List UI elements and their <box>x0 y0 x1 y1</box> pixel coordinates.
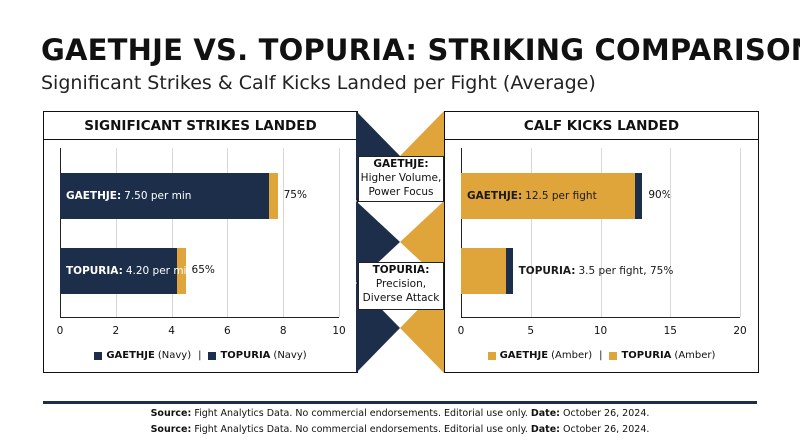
value-text: 12.5 per fight <box>525 190 597 202</box>
bar-gaethje-navy <box>635 173 643 219</box>
gridline <box>227 148 229 317</box>
bar-label-gaethje: GAETHJE: 12.5 per fight <box>467 173 597 219</box>
fighter-name: GAETHJE: <box>467 190 523 202</box>
gridline <box>339 148 340 317</box>
bar-topuria-navy <box>505 248 513 294</box>
legend-note: (Navy) <box>273 350 307 361</box>
x-axis-line <box>461 317 740 318</box>
legend-label: TOPURIA <box>220 350 271 361</box>
legend-swatch-navy <box>94 351 103 360</box>
note-line: Precision, <box>375 278 427 290</box>
x-tick-label: 8 <box>279 325 287 337</box>
gridline <box>600 148 602 317</box>
source-line: Source: Fight Analytics Data. No commerc… <box>0 408 800 419</box>
x-tick-label: 0 <box>457 325 465 337</box>
bar-topuria-amber <box>177 248 186 294</box>
footer-rule <box>43 401 757 404</box>
bar-topuria-amber <box>461 248 506 294</box>
significant-strikes-panel: SIGNIFICANT STRIKES LANDED GAETHJE: 7.50… <box>43 111 358 373</box>
gridline <box>670 148 672 317</box>
fighter-name: GAETHJE: <box>66 190 122 202</box>
date-label: Date: <box>530 408 560 419</box>
x-tick-label: 15 <box>663 325 677 337</box>
date-text: October 26, 2024. <box>563 424 650 435</box>
bar-gaethje-navy <box>60 173 270 219</box>
legend: GAETHJE (Amber) | TOPURIA (Amber) <box>445 350 758 361</box>
gridline <box>171 148 173 317</box>
note-line: Diverse Attack <box>362 292 440 304</box>
chart-title: GAETHJE VS. TOPURIA: STRIKING COMPARISON <box>41 33 800 67</box>
bar-label-gaethje: GAETHJE: 7.50 per min <box>66 173 191 219</box>
note-line: Higher Volume, <box>360 172 442 184</box>
y-axis-line <box>60 148 61 317</box>
source-text: Fight Analytics Data. No commercial endo… <box>194 408 528 419</box>
legend-separator: | <box>198 350 202 361</box>
center-diamond-graphic <box>356 111 444 373</box>
topuria-style-note: TOPURIA: Precision, Diverse Attack <box>358 262 444 310</box>
x-tick-label: 20 <box>733 325 747 337</box>
legend-label: GAETHJE <box>106 350 155 361</box>
legend-note: (Amber) <box>551 350 593 361</box>
fighter-name: TOPURIA: <box>66 265 123 277</box>
x-tick-label: 5 <box>527 325 535 337</box>
bar-label-topuria: TOPURIA: 3.5 per fight, 75% <box>519 248 674 294</box>
percent-label: 90% <box>648 189 672 201</box>
legend-label: TOPURIA <box>621 350 672 361</box>
note-line: Power Focus <box>368 186 434 198</box>
legend-label: GAETHJE <box>499 350 549 361</box>
note-heading: GAETHJE: <box>373 158 429 170</box>
fighter-name: TOPURIA: <box>518 265 576 277</box>
source-line: Source: Fight Analytics Data. No commerc… <box>0 424 800 435</box>
date-label: Date: <box>530 424 560 435</box>
value-text: 3.5 per fight, 75% <box>578 265 674 277</box>
x-axis-line <box>60 317 339 318</box>
gridline <box>530 148 532 317</box>
value-text: 4.20 per min <box>125 265 194 277</box>
source-label: Source: <box>150 408 192 419</box>
legend: GAETHJE (Navy) | TOPURIA (Navy) <box>44 350 357 361</box>
bar-gaethje-amber <box>461 173 636 219</box>
gridline <box>115 148 117 317</box>
legend-note: (Navy) <box>157 350 192 361</box>
legend-swatch-amber <box>487 351 496 360</box>
x-tick-label: 2 <box>112 325 120 337</box>
x-tick-label: 10 <box>593 325 608 337</box>
note-heading: TOPURIA: <box>372 264 430 276</box>
panel-header: SIGNIFICANT STRIKES LANDED <box>44 112 357 140</box>
percent-label: 65% <box>191 264 215 276</box>
legend-swatch-navy <box>208 351 217 360</box>
chart-subtitle: Significant Strikes & Calf Kicks Landed … <box>41 72 596 94</box>
calf-kicks-panel: CALF KICKS LANDED GAETHJE: 12.5 per figh… <box>444 111 759 373</box>
x-tick-label: 4 <box>168 325 175 337</box>
x-tick-label: 10 <box>332 325 346 337</box>
bar-label-topuria: TOPURIA: 4.20 per min <box>66 248 193 294</box>
panel-header: CALF KICKS LANDED <box>445 112 758 140</box>
x-tick-label: 0 <box>56 325 64 337</box>
source-label: Source: <box>150 424 192 435</box>
gridline <box>283 148 285 317</box>
gridline <box>740 148 741 317</box>
source-text: Fight Analytics Data. No commercial endo… <box>194 424 528 435</box>
percent-label: 75% <box>283 189 307 201</box>
legend-separator: | <box>599 350 603 361</box>
x-tick-label: 6 <box>224 325 231 337</box>
gaethje-style-note: GAETHJE: Higher Volume, Power Focus <box>358 156 444 202</box>
value-text: 7.50 per min <box>124 190 192 202</box>
bar-topuria-navy <box>60 248 178 294</box>
y-axis-line <box>461 148 462 317</box>
bar-gaethje-amber <box>269 173 278 219</box>
legend-swatch-amber <box>609 351 618 360</box>
date-text: October 26, 2024. <box>563 408 650 419</box>
legend-note: (Amber) <box>674 350 716 361</box>
